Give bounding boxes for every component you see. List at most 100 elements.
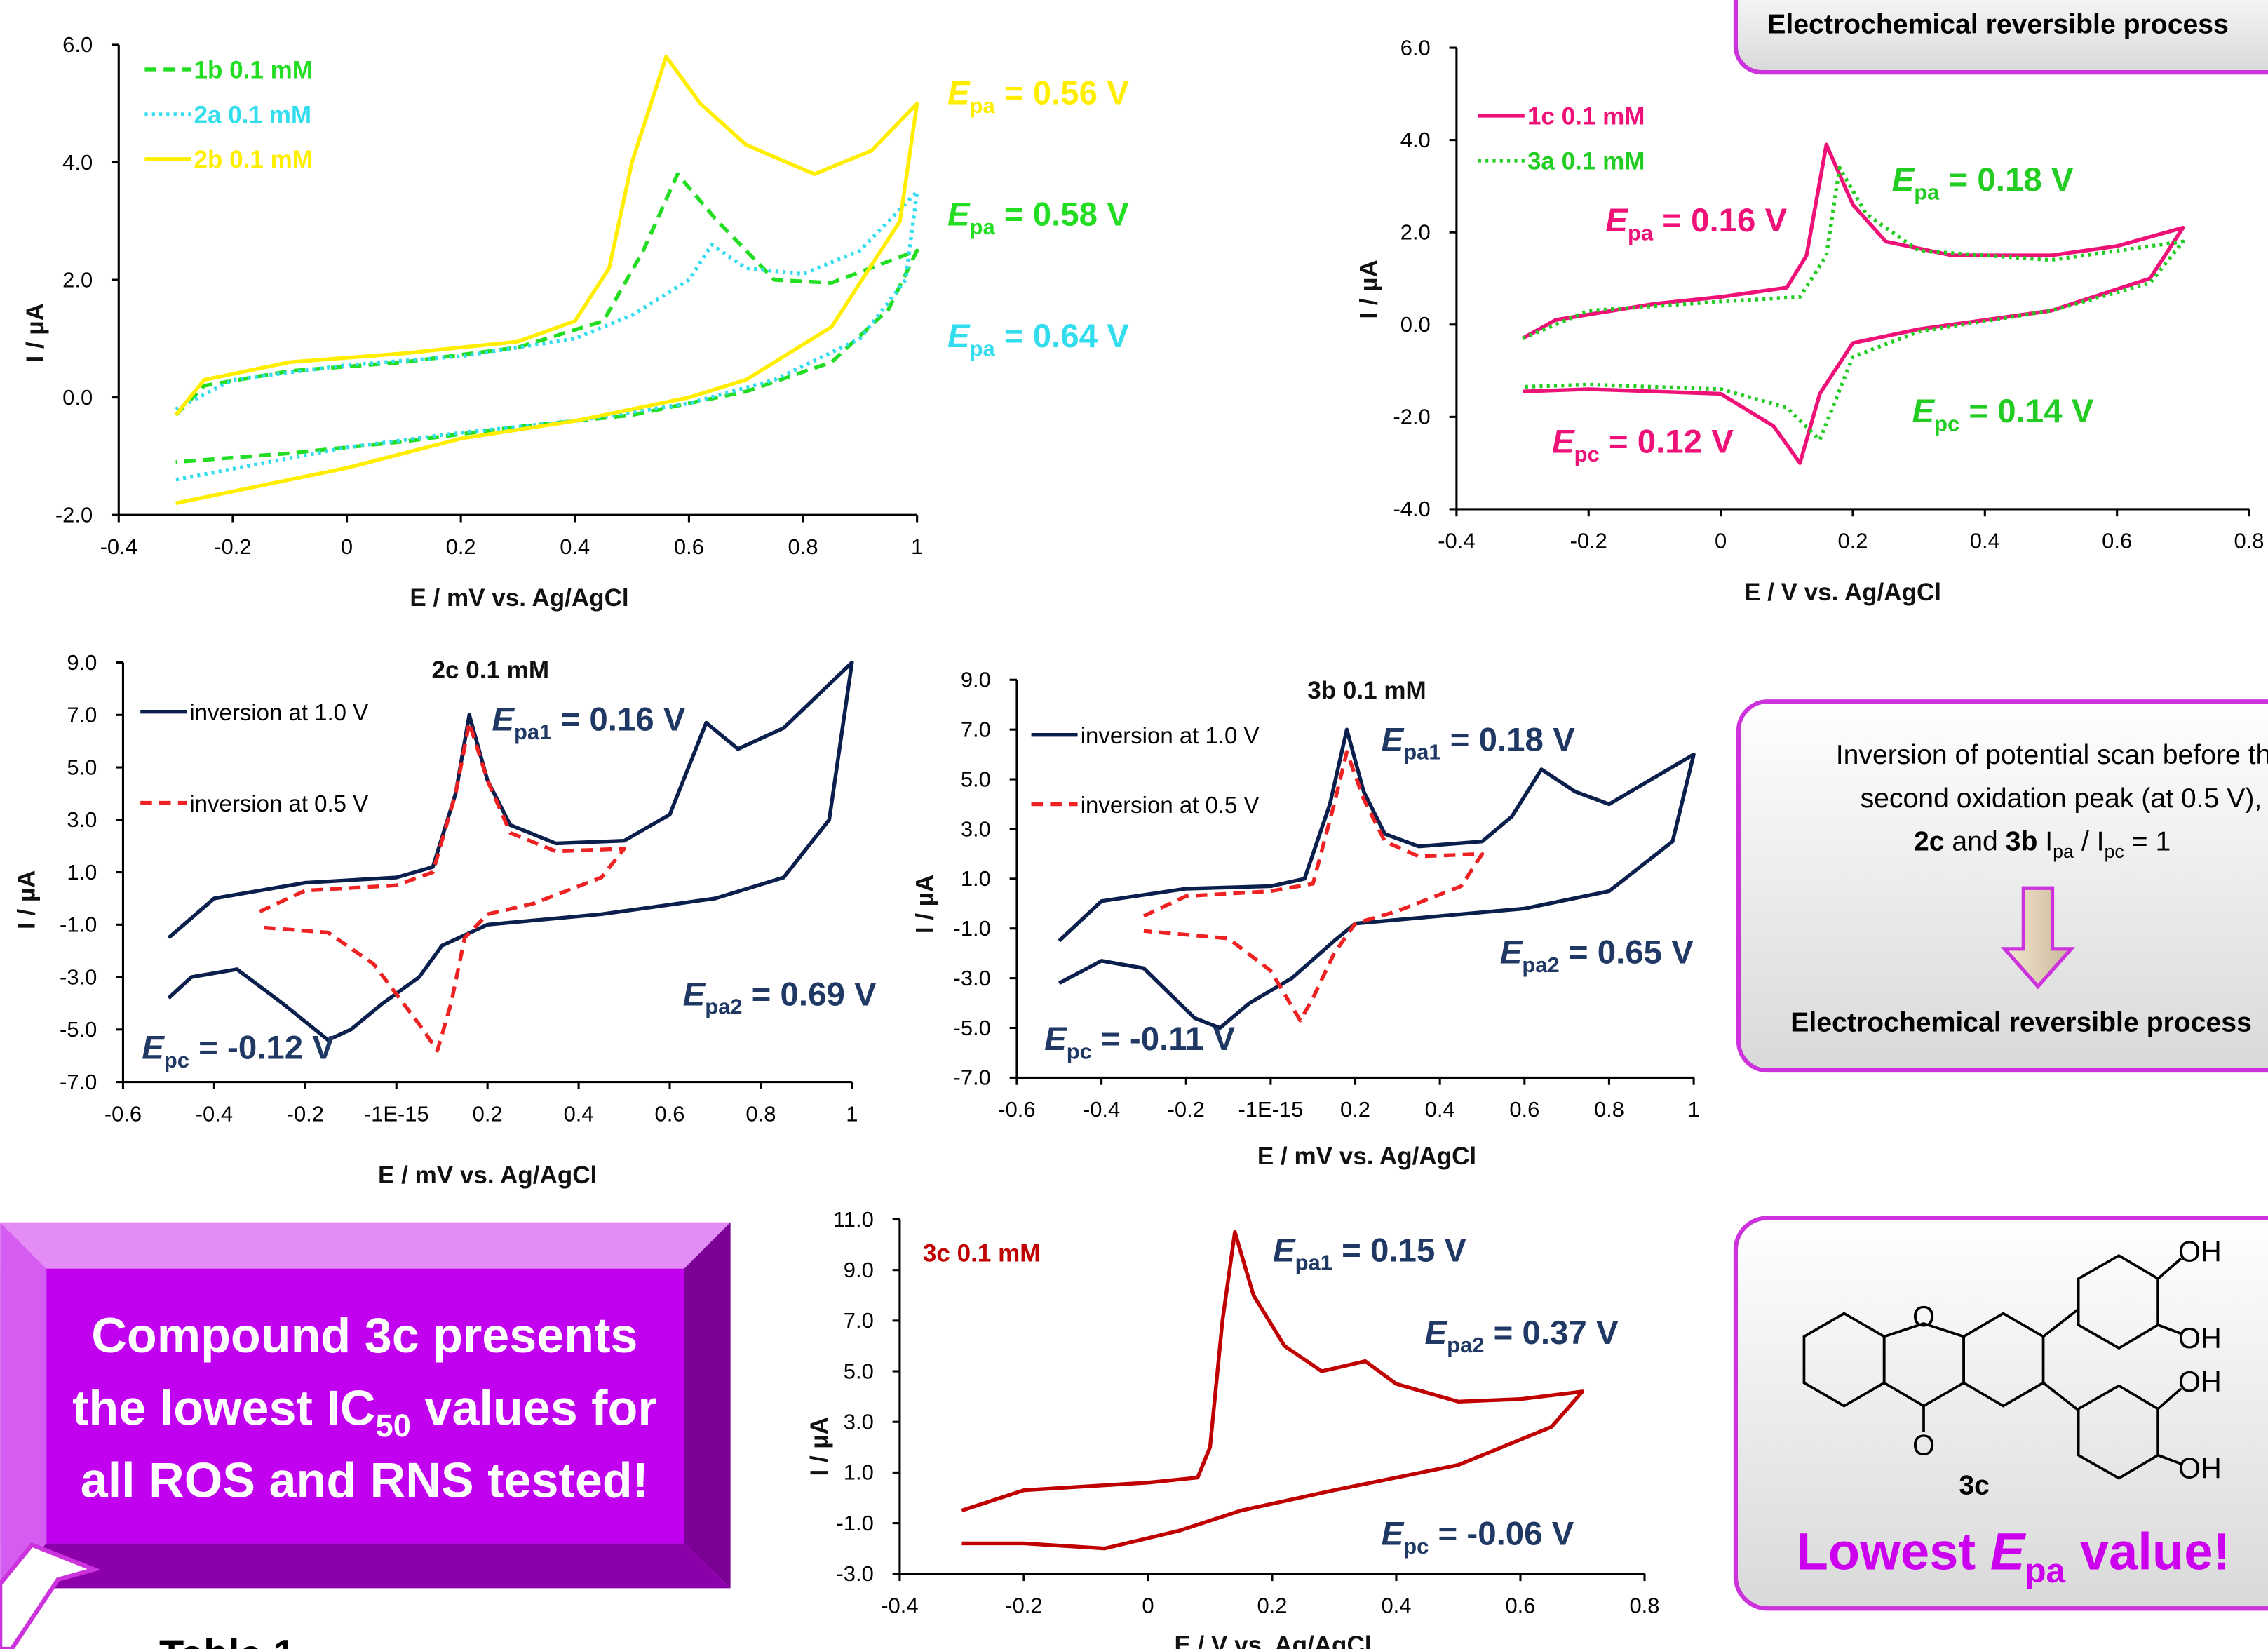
atom: OH <box>2178 1366 2222 1398</box>
annotation-text: = -0.12 V <box>189 1030 335 1067</box>
x-tick-label: -0.6 <box>104 1101 142 1126</box>
run: values for <box>411 1380 657 1435</box>
top-box: Electrochemical reversible process <box>1736 0 2268 72</box>
x-tick-label: 0.4 <box>1381 1593 1411 1617</box>
annotation-subscript: pc <box>1067 1039 1092 1064</box>
bevel <box>684 1223 731 1589</box>
x-tick-label: -0.2 <box>1005 1593 1042 1617</box>
annotation: Epa1 = 0.16 V <box>492 701 685 743</box>
x-tick-label: -0.2 <box>1168 1097 1205 1122</box>
annotation-text: = 0.65 V <box>1560 934 1694 971</box>
annotation: Epa2 = 0.37 V <box>1425 1314 1619 1357</box>
annotation-symbol: E <box>1500 934 1523 971</box>
legend-label: 1c 0.1 mM <box>1527 102 1645 130</box>
x-tick-label: 0.4 <box>1970 529 2000 553</box>
x-tick-label: 0.4 <box>560 534 590 559</box>
annotation-subscript: pa2 <box>705 995 742 1019</box>
annotation: Epa = 0.18 V <box>1892 161 2074 204</box>
annotation-symbol: E <box>683 976 706 1013</box>
annotation-text: = 0.16 V <box>1653 202 1788 239</box>
epa-text: Lowest Epa value! <box>1796 1523 2230 1591</box>
annotation: Epa = 0.58 V <box>947 196 1129 239</box>
run: / I <box>2074 827 2105 857</box>
scan-box: Inversion of potential scan before the s… <box>1739 701 2268 1070</box>
table-caption: Table 1 <box>159 1632 296 1649</box>
annotation-subscript: pc <box>1574 442 1600 466</box>
annotation: Epa1 = 0.15 V <box>1273 1232 1466 1274</box>
annotation-symbol: E <box>1552 423 1575 460</box>
x-tick-label: 0.6 <box>674 534 704 559</box>
annotation-symbol: E <box>1892 161 1915 198</box>
x-tick-label: -0.2 <box>1570 529 1607 553</box>
box-text: 2c and 3b Ipa / Ipc = 1 <box>1914 827 2171 862</box>
annotation-symbol: E <box>492 701 515 738</box>
annotation-text: = 0.64 V <box>995 318 1130 355</box>
x-tick-label: 0.6 <box>655 1101 685 1126</box>
x-tick-label: 0.2 <box>1837 529 1868 553</box>
bevel <box>0 1223 730 1269</box>
legend-label: 2a 0.1 mM <box>194 101 312 128</box>
annotation-subscript: pa1 <box>1403 740 1440 765</box>
structure-box: O O OH OH OH OH 3c Lowest Epa value! <box>1736 1218 2268 1608</box>
y-axis-label: I / µA <box>911 875 938 934</box>
chart-title: 2c 0.1 mM <box>432 657 550 684</box>
annotation-text: = 0.18 V <box>1441 721 1576 758</box>
y-tick-label: 0.0 <box>62 385 93 410</box>
x-tick-label: -0.2 <box>214 534 251 559</box>
legend-label: inversion at 1.0 V <box>1081 722 1260 748</box>
chart-title: 3b 0.1 mM <box>1307 677 1426 704</box>
annotation-subscript: pa <box>970 215 996 239</box>
annotation-subscript: pa <box>970 93 996 118</box>
annotation: Epa2 = 0.65 V <box>1500 934 1694 976</box>
annotation-text: = 0.14 V <box>1959 393 2094 430</box>
annotation-subscript: pa2 <box>1522 953 1559 977</box>
annotation-symbol: E <box>947 74 971 112</box>
y-tick-label: 7.0 <box>961 717 991 741</box>
x-tick-label: 0.6 <box>1505 1593 1535 1617</box>
annotation-symbol: E <box>947 318 971 355</box>
annotation-subscript: pc <box>1403 1534 1429 1559</box>
y-axis-label: I / µA <box>22 303 49 362</box>
annotation: Epc = 0.12 V <box>1552 423 1734 466</box>
x-axis-label: E / mV vs. Ag/AgCl <box>410 584 628 612</box>
x-axis-label: E / mV vs. Ag/AgCl <box>1257 1143 1476 1170</box>
x-axis-label: E / mV vs. Ag/AgCl <box>378 1162 597 1189</box>
y-tick-label: 2.0 <box>1400 220 1431 245</box>
y-tick-label: 5.0 <box>961 767 991 791</box>
y-tick-label: 3.0 <box>844 1410 874 1434</box>
run: 2c <box>1914 827 1945 857</box>
annotation: Epc = 0.14 V <box>1912 393 2094 436</box>
legend-label: inversion at 0.5 V <box>189 790 368 816</box>
y-tick-label: 4.0 <box>1400 128 1431 152</box>
run: I <box>2037 827 2053 857</box>
run: and <box>1945 827 2006 857</box>
annotation: Epc = -0.11 V <box>1044 1021 1235 1063</box>
y-tick-label: -7.0 <box>60 1070 97 1094</box>
annotation: Epc = -0.06 V <box>1382 1516 1574 1559</box>
annotation-text: = 0.15 V <box>1332 1232 1467 1269</box>
run: pc <box>2105 841 2124 862</box>
annotation-symbol: E <box>1044 1021 1067 1058</box>
cv-curve <box>176 174 917 462</box>
x-tick-label: 0.6 <box>1509 1097 1539 1122</box>
run: 50 <box>375 1408 410 1443</box>
run: Lowest <box>1796 1523 1990 1581</box>
annotation-text: = 0.56 V <box>995 74 1130 112</box>
annotation-symbol: E <box>1382 1516 1405 1553</box>
x-tick-label: 1 <box>846 1101 858 1126</box>
legend-label: inversion at 1.0 V <box>189 699 368 725</box>
y-tick-label: -5.0 <box>60 1017 97 1042</box>
annotation-text: = 0.12 V <box>1600 423 1734 460</box>
x-tick-label: 0.2 <box>446 534 476 559</box>
y-tick-label: 6.0 <box>62 32 93 57</box>
y-tick-label: 1.0 <box>67 860 97 884</box>
atom: OH <box>2178 1235 2222 1267</box>
run: pa <box>2025 1552 2065 1590</box>
annotation-text: = -0.11 V <box>1092 1021 1236 1058</box>
annotation-text: = 0.16 V <box>551 701 686 738</box>
annotation-subscript: pa1 <box>514 720 551 744</box>
y-tick-label: -3.0 <box>836 1561 873 1586</box>
box-text: Compound 3c presents <box>91 1308 637 1363</box>
annotation-symbol: E <box>1912 393 1936 430</box>
x-tick-label: 0.4 <box>564 1101 594 1126</box>
